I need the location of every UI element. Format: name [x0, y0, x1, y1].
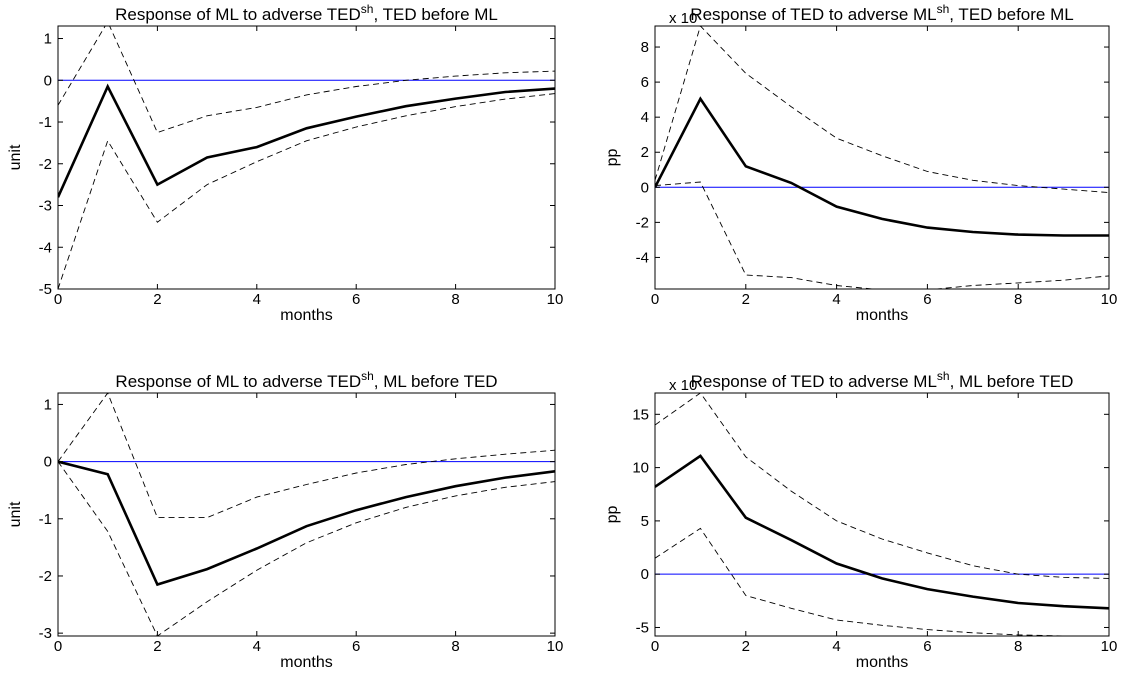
- chart-title: Response of ML to adverse TEDsh, ML befo…: [115, 369, 497, 391]
- y-tick-label: -3: [39, 625, 52, 642]
- y-tick-label: -4: [39, 239, 52, 256]
- chart-title: Response of TED to adverse MLsh, ML befo…: [691, 369, 1074, 391]
- y-tick-label: -3: [39, 198, 52, 215]
- y-tick-label: -1: [39, 114, 52, 131]
- y-tick-label: 15: [632, 406, 649, 423]
- x-tick-label: 0: [651, 291, 659, 308]
- y-tick-label: 4: [641, 109, 649, 126]
- x-tick-label: 6: [923, 291, 931, 308]
- lower-band-line: [655, 527, 1109, 636]
- y-axis-multiplier-label: x 10: [669, 10, 697, 27]
- x-axis-label: months: [280, 654, 332, 671]
- chart-title-main: Response of ML to adverse TED: [115, 5, 361, 24]
- chart-title-suffix: , TED before ML: [373, 5, 497, 24]
- y-tick-label: -2: [39, 568, 52, 585]
- chart-title-suffix: , ML before TED: [374, 372, 498, 391]
- x-axis-label: months: [856, 307, 908, 324]
- y-tick-label: 1: [44, 396, 52, 413]
- y-tick-label: -2: [636, 214, 649, 231]
- plot-area-frame: [654, 25, 1110, 290]
- impulse-response-line: [655, 96, 1109, 237]
- x-tick-label: 10: [1101, 638, 1118, 655]
- x-tick-label: 2: [153, 638, 161, 655]
- x-tick-label: 4: [253, 638, 261, 655]
- x-tick-label: 0: [54, 638, 62, 655]
- y-tick-label: 0: [641, 179, 649, 196]
- upper-band-line: [58, 393, 555, 519]
- y-tick-label: 2: [641, 144, 649, 161]
- y-tick-label: 0: [641, 566, 649, 583]
- chart-title: Response of TED to adverse MLsh, TED bef…: [690, 2, 1073, 24]
- impulse-response-line: [58, 460, 555, 587]
- plot-lines: [655, 26, 1109, 289]
- upper-band-line: [58, 26, 555, 134]
- y-tick-label: 0: [44, 454, 52, 471]
- upper-band-line: [655, 26, 1109, 194]
- x-tick-label: 8: [451, 291, 459, 308]
- y-axis-label: unit: [7, 144, 24, 170]
- y-tick-label: 1: [44, 31, 52, 48]
- x-tick-label: 0: [651, 638, 659, 655]
- x-axis-label: months: [280, 307, 332, 324]
- plot-lines: [58, 393, 555, 636]
- y-tick-label: -5: [636, 619, 649, 636]
- y-axis-multiplier-label: x 10: [669, 377, 697, 394]
- y-tick-label: 5: [641, 513, 649, 530]
- x-tick-label: 2: [742, 291, 750, 308]
- lower-band-line: [58, 93, 555, 289]
- x-tick-label: 6: [352, 638, 360, 655]
- y-tick-label: 0: [44, 72, 52, 89]
- plot-area-frame: [57, 25, 556, 290]
- x-tick-label: 4: [832, 291, 840, 308]
- x-axis-label: months: [856, 654, 908, 671]
- y-tick-label: -5: [39, 281, 52, 298]
- x-tick-label: 10: [547, 291, 564, 308]
- x-tick-label: 8: [451, 638, 459, 655]
- chart-title-suffix: , TED before ML: [949, 5, 1073, 24]
- lower-band-line: [58, 461, 555, 636]
- x-tick-label: 0: [54, 291, 62, 308]
- y-tick-label: 8: [641, 39, 649, 56]
- upper-band-line: [655, 393, 1109, 579]
- lower-band-line: [655, 181, 1109, 289]
- chart-title-superscript: sh: [361, 369, 374, 383]
- x-tick-label: 10: [1101, 291, 1118, 308]
- impulse-response-line: [58, 83, 555, 198]
- x-tick-label: 2: [742, 638, 750, 655]
- x-tick-label: 6: [352, 291, 360, 308]
- y-axis-label: unit: [7, 501, 24, 527]
- chart-title: Response of ML to adverse TEDsh, TED bef…: [115, 2, 498, 24]
- x-tick-label: 10: [547, 638, 564, 655]
- y-tick-label: -2: [39, 156, 52, 173]
- chart-title-main: Response of ML to adverse TED: [115, 372, 361, 391]
- y-axis-label: pp: [604, 506, 621, 524]
- chart-title-main: Response of TED to adverse ML: [691, 372, 937, 391]
- y-tick-label: 6: [641, 74, 649, 91]
- x-tick-label: 2: [153, 291, 161, 308]
- x-tick-label: 4: [253, 291, 261, 308]
- impulse-response-line: [655, 454, 1109, 610]
- chart-title-suffix: , ML before TED: [950, 372, 1074, 391]
- y-tick-label: -4: [636, 249, 649, 266]
- plot-area-frame: [654, 392, 1110, 637]
- x-tick-label: 8: [1014, 291, 1022, 308]
- chart-title-main: Response of TED to adverse ML: [690, 5, 936, 24]
- y-axis-label: pp: [604, 149, 621, 167]
- x-tick-label: 4: [832, 638, 840, 655]
- plot-area-frame: [57, 392, 556, 637]
- x-tick-label: 8: [1014, 638, 1022, 655]
- y-tick-label: 10: [632, 460, 649, 477]
- y-tick-label: -1: [39, 511, 52, 528]
- plot-lines: [58, 26, 555, 289]
- chart-title-superscript: sh: [937, 2, 950, 16]
- chart-title-superscript: sh: [361, 2, 374, 16]
- chart-title-superscript: sh: [937, 369, 950, 383]
- x-tick-label: 6: [923, 638, 931, 655]
- plot-lines: [655, 393, 1109, 636]
